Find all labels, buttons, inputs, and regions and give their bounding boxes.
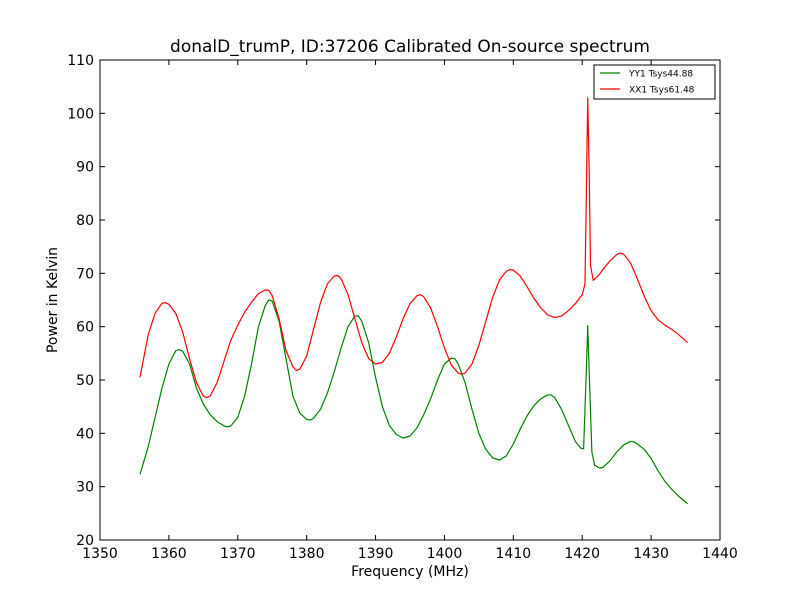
legend-box xyxy=(593,64,716,100)
chart-title: donalD_trumP, ID:37206 Calibrated On-sou… xyxy=(170,37,650,57)
x-tick-label: 1440 xyxy=(702,546,738,562)
y-tick-label: 20 xyxy=(76,533,94,549)
y-tick-label: 90 xyxy=(76,160,94,176)
y-tick-label: 60 xyxy=(76,320,94,336)
series-line-xx1 xyxy=(139,97,689,399)
y-tick-label: 70 xyxy=(76,266,94,282)
y-tick-label: 40 xyxy=(76,426,94,442)
y-tick-label: 110 xyxy=(67,53,94,69)
x-axis-label: Frequency (MHz) xyxy=(351,564,469,580)
plot-background xyxy=(100,60,720,540)
x-tick-label: 1410 xyxy=(496,546,532,562)
series-layer xyxy=(139,97,689,505)
plot-frame xyxy=(99,59,721,541)
legend-label-xx1: XX1 Tsys61.48 xyxy=(629,86,695,96)
y-tick-label: 30 xyxy=(76,480,94,496)
y-axis-label: Power in Kelvin xyxy=(45,247,61,353)
x-tick-label: 1350 xyxy=(82,546,118,562)
x-tick-label: 1430 xyxy=(633,546,669,562)
series-line-yy1 xyxy=(139,299,689,505)
x-tick-label: 1370 xyxy=(220,546,256,562)
legend: YY1 Tsys44.88 XX1 Tsys61.48 xyxy=(593,64,716,100)
x-tick-label: 1390 xyxy=(358,546,394,562)
x-tick-label: 1380 xyxy=(289,546,325,562)
y-tick-label: 50 xyxy=(76,373,94,389)
y-tick-label: 80 xyxy=(76,213,94,229)
x-tick-label: 1420 xyxy=(564,546,600,562)
y-tick-label: 100 xyxy=(67,106,94,122)
ticks-layer: 1350 1360 1370 1380 1390 1400 1410 1420 1430 1440… xyxy=(67,53,738,562)
plot-area: 1350 1360 1370 1380 1390 1400 1410 1420 1430 1440… xyxy=(67,53,738,562)
x-tick-label: 1400 xyxy=(427,546,463,562)
x-tick-label: 1360 xyxy=(151,546,187,562)
legend-label-yy1: YY1 Tsys44.88 xyxy=(628,70,693,80)
